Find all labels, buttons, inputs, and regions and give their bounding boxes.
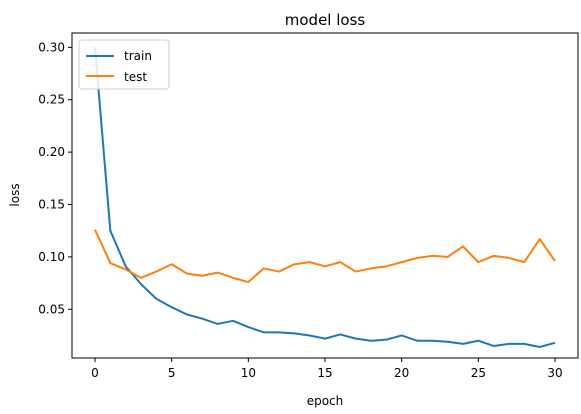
series-layer (94, 47, 556, 348)
x-tick-label: 25 (471, 366, 486, 380)
y-axis: 0.05 0.10 0.15 0.20 0.25 0.30 (38, 40, 72, 316)
x-tick-label: 15 (317, 366, 332, 380)
legend-label-train: train (124, 49, 152, 63)
x-tick-label: 20 (394, 366, 409, 380)
y-tick-label: 0.30 (38, 40, 65, 54)
y-tick-label: 0.20 (38, 145, 65, 159)
y-tick-label: 0.05 (38, 302, 65, 316)
series-line-train (94, 47, 556, 348)
y-axis-label: loss (8, 183, 22, 206)
x-tick-label: 30 (547, 366, 562, 380)
series-line-test (94, 229, 556, 284)
x-axis: 0 5 10 15 20 25 30 (91, 358, 563, 380)
legend-label-test: test (124, 70, 147, 84)
x-tick-label: 5 (168, 366, 176, 380)
chart-title: model loss (285, 11, 366, 29)
x-axis-label: epoch (307, 394, 344, 408)
x-tick-label: 10 (241, 366, 256, 380)
y-tick-label: 0.15 (38, 198, 65, 212)
y-tick-label: 0.25 (38, 93, 65, 107)
legend: train test (78, 39, 170, 90)
y-tick-label: 0.10 (38, 250, 65, 264)
x-tick-label: 0 (91, 366, 99, 380)
